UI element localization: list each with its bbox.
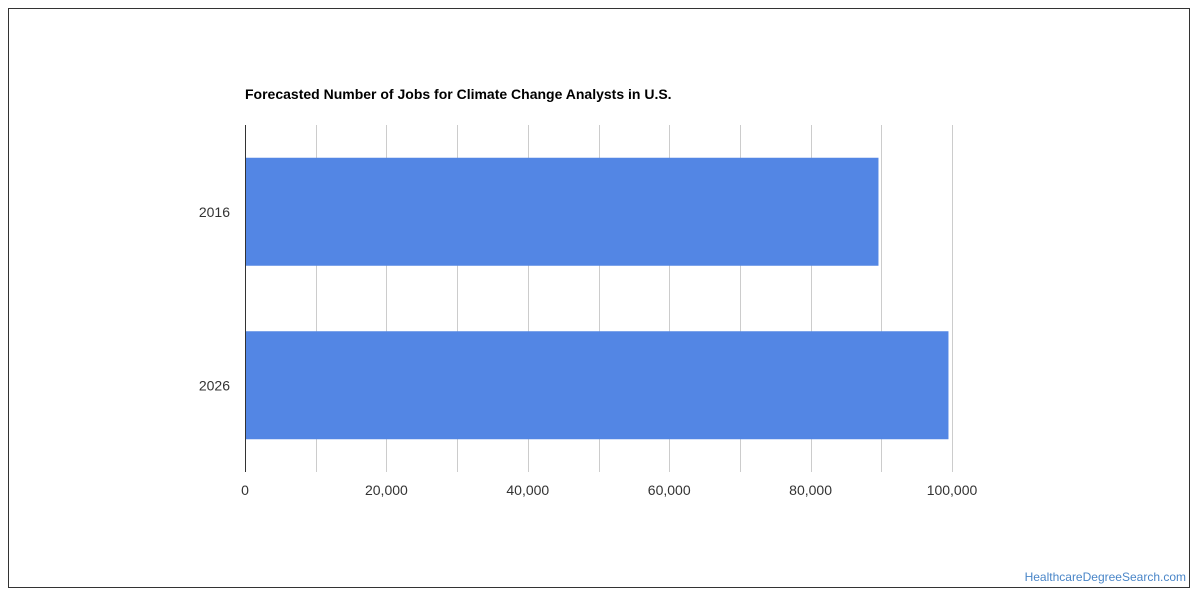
x-tick-label: 60,000: [648, 482, 691, 498]
category-label: 2016: [199, 204, 230, 220]
bar-2016: [245, 157, 879, 266]
x-tick-label: 0: [241, 482, 249, 498]
x-tick-label: 80,000: [789, 482, 832, 498]
source-watermark: HealthcareDegreeSearch.com: [1024, 570, 1186, 584]
category-label: 2026: [199, 377, 230, 393]
x-tick-label: 100,000: [927, 482, 978, 498]
bar-2026: [245, 331, 949, 440]
x-tick-label: 40,000: [506, 482, 549, 498]
chart-title: Forecasted Number of Jobs for Climate Ch…: [245, 86, 672, 102]
x-tick-label: 20,000: [365, 482, 408, 498]
